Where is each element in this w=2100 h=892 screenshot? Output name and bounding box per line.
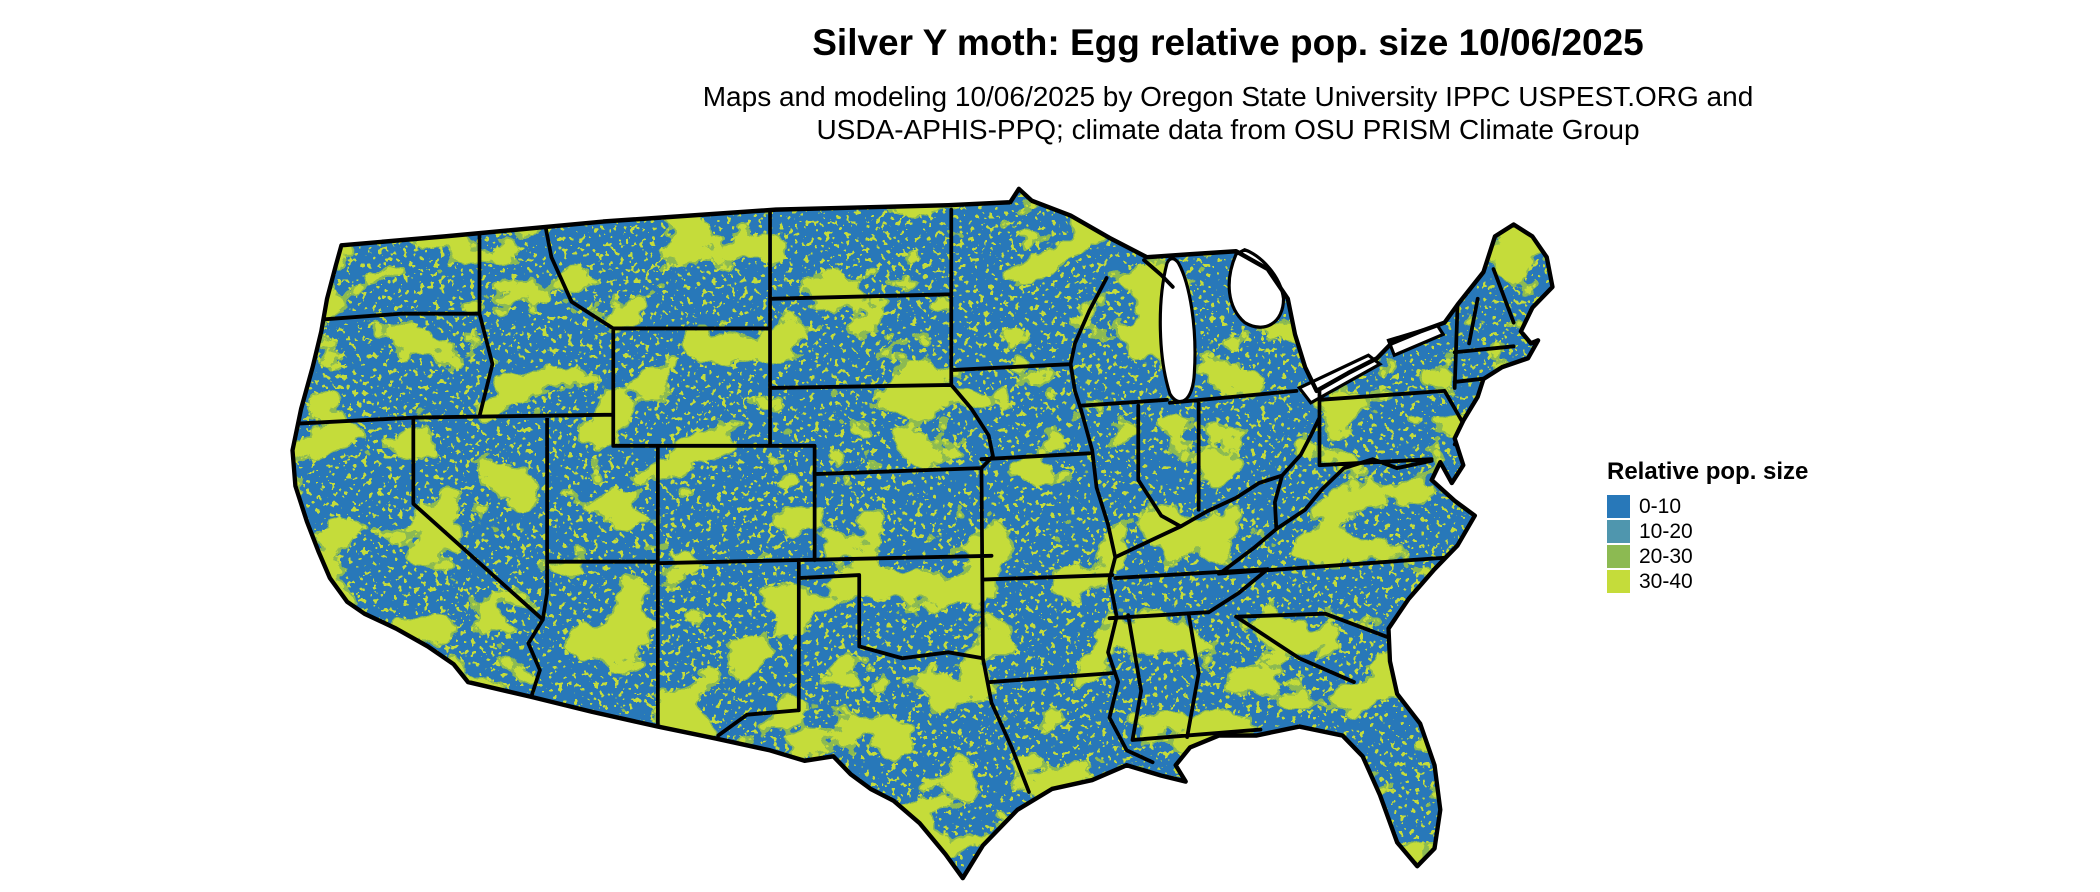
legend-swatch-10-20 — [1607, 520, 1630, 543]
legend-row: 0-10 — [1607, 494, 1808, 519]
legend-title: Relative pop. size — [1607, 458, 1809, 485]
legend-label-10-20: 10-20 — [1639, 520, 1693, 543]
legend-swatch-0-10 — [1607, 495, 1630, 518]
map-title: Silver Y moth: Egg relative pop. size 10… — [812, 22, 1644, 63]
legend-row: 30-40 — [1607, 569, 1808, 594]
state-borders — [296, 207, 1516, 794]
map-subtitle: Maps and modeling 10/06/2025 by Oregon S… — [703, 80, 1754, 146]
population-raster — [292, 188, 1553, 879]
legend-swatch-30-40 — [1607, 570, 1630, 593]
legend-label-20-30: 20-30 — [1639, 545, 1693, 568]
us-map-svg — [281, 174, 1564, 890]
map-subtitle-line2: USDA-APHIS-PPQ; climate data from OSU PR… — [816, 114, 1640, 145]
legend-label-0-10: 0-10 — [1639, 495, 1682, 518]
us-population-map — [281, 174, 1564, 890]
legend-row: 10-20 — [1607, 519, 1808, 544]
lake-michigan — [1158, 257, 1197, 404]
map-subtitle-line1: Maps and modeling 10/06/2025 by Oregon S… — [702, 81, 1754, 112]
raster-speckle-layer — [292, 188, 1553, 879]
great-lakes — [1158, 248, 1446, 405]
legend-label-30-40: 30-40 — [1639, 570, 1693, 593]
legend: Relative pop. size 0-10 10-20 20-30 30-4… — [1607, 458, 1808, 594]
legend-row: 20-30 — [1607, 544, 1808, 569]
legend-swatch-20-30 — [1607, 545, 1630, 568]
